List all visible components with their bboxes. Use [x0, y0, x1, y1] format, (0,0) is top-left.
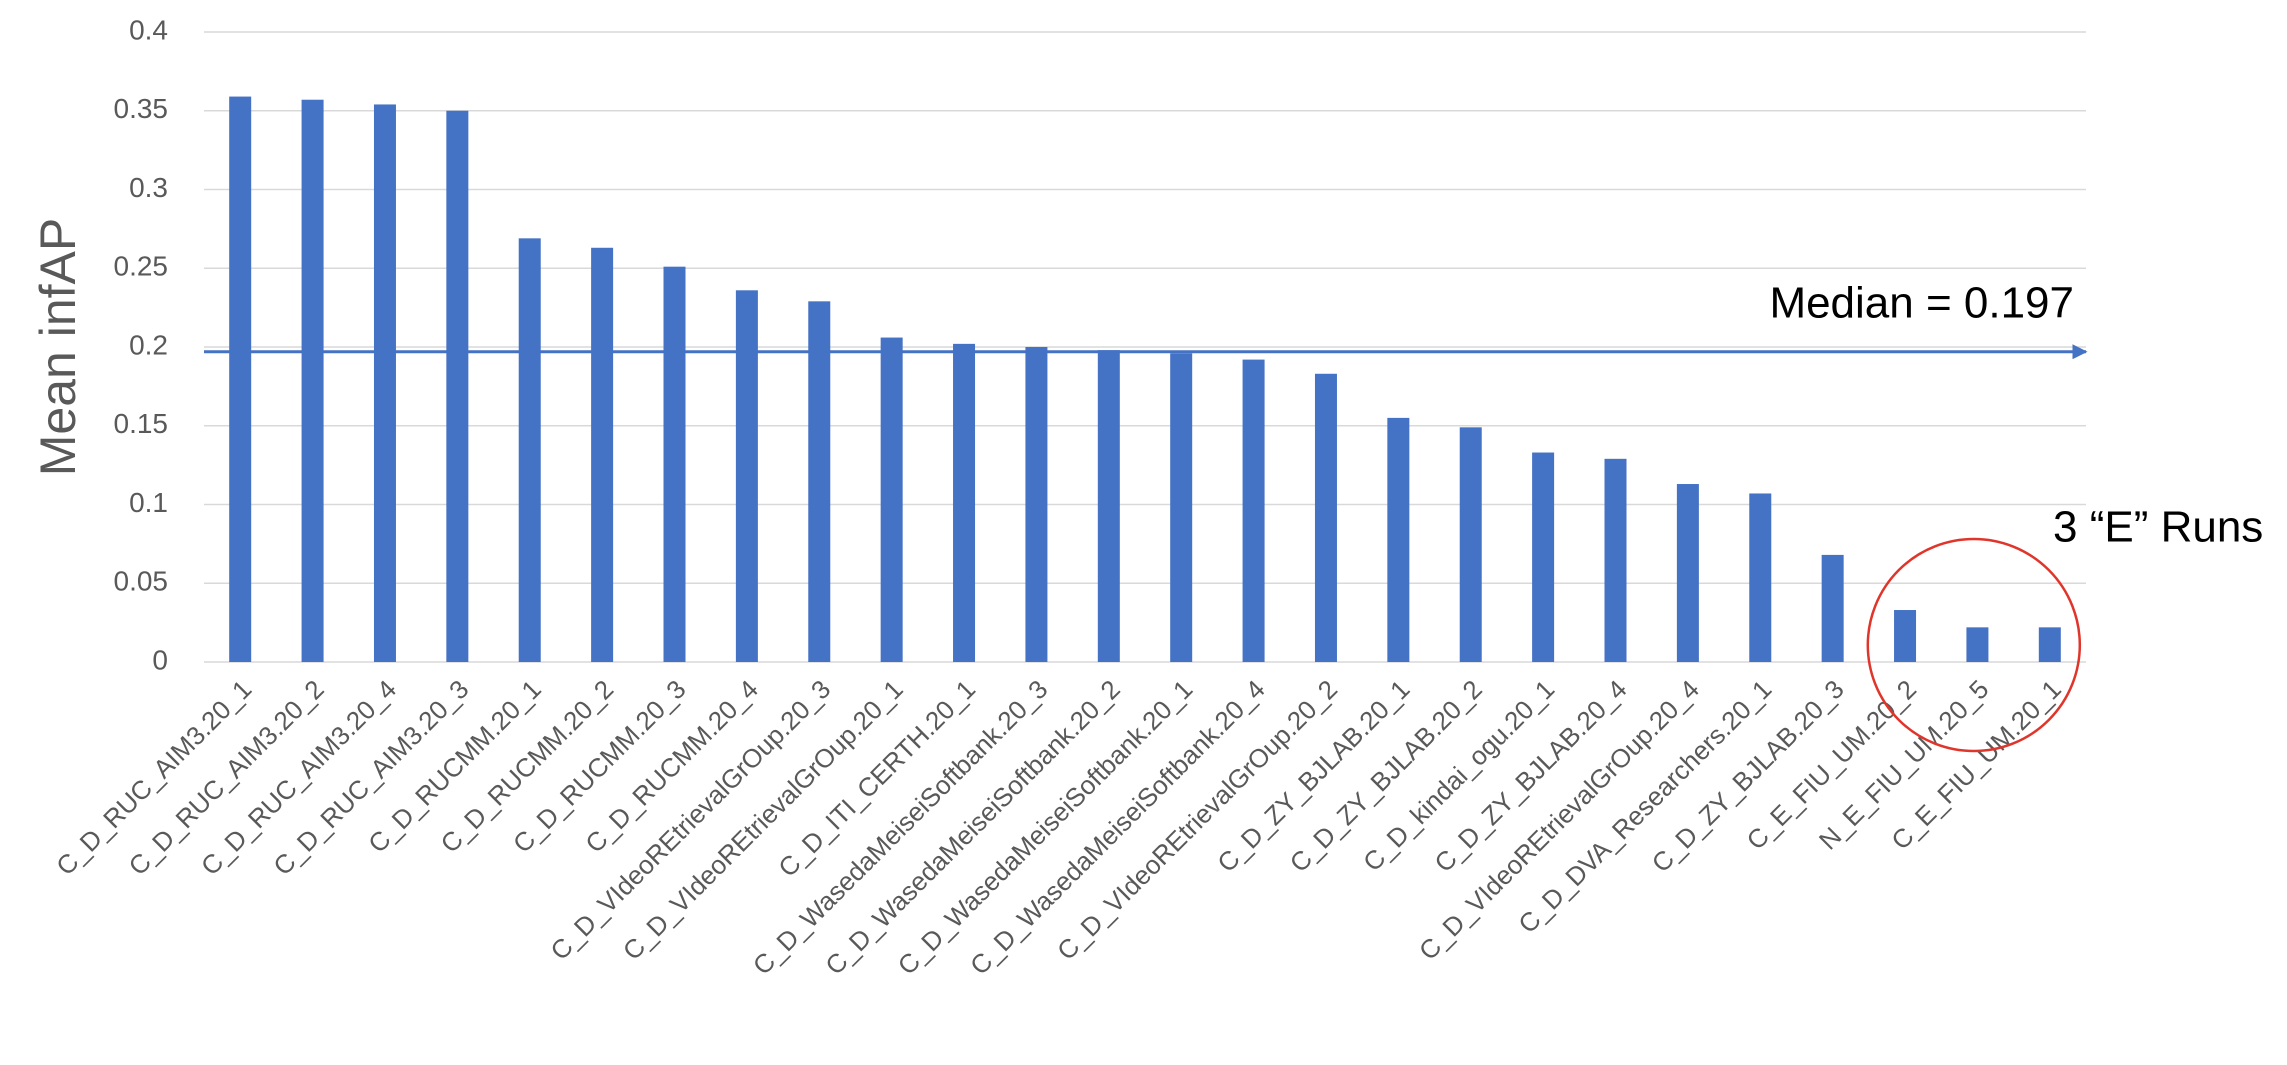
bar: [1532, 452, 1555, 662]
bar: [373, 104, 396, 662]
bar: [518, 238, 541, 662]
bar: [446, 110, 469, 662]
y-tick-label: 0.2: [129, 329, 168, 360]
bar: [301, 99, 324, 663]
bar: [1966, 627, 1989, 662]
bar: [229, 96, 252, 662]
y-tick-label: 0: [152, 644, 168, 675]
highlight-note: 3 “E” Runs: [2053, 503, 2263, 552]
y-tick-label: 0.3: [129, 172, 168, 203]
bar: [1387, 417, 1410, 662]
median-label: Median = 0.197: [1769, 278, 2074, 327]
bar: [1604, 458, 1627, 662]
highlight-circle: [1866, 537, 2082, 753]
bar: [1097, 350, 1120, 662]
bar: [2038, 627, 2061, 662]
y-tick-label: 0.15: [114, 408, 169, 439]
y-axis-label: Mean infAP: [30, 218, 86, 476]
bar: [1459, 427, 1482, 662]
bar: [1242, 359, 1265, 662]
bar: [1314, 373, 1337, 662]
bar: [1894, 610, 1917, 662]
bar: [808, 301, 831, 662]
bar: [1170, 353, 1193, 662]
y-tick-label: 0.4: [129, 14, 168, 45]
bar: [735, 290, 758, 662]
bar: [663, 266, 686, 662]
y-tick-label: 0.25: [114, 251, 169, 282]
y-tick-label: 0.35: [114, 93, 169, 124]
bar: [1025, 347, 1048, 662]
bar: [1821, 554, 1844, 662]
bar: [880, 337, 903, 662]
y-tick-label: 0.1: [129, 487, 168, 518]
bar: [1676, 484, 1699, 662]
y-tick-label: 0.05: [114, 566, 169, 597]
bar: [591, 247, 614, 662]
bar: [1749, 493, 1772, 662]
bar: [953, 343, 976, 662]
